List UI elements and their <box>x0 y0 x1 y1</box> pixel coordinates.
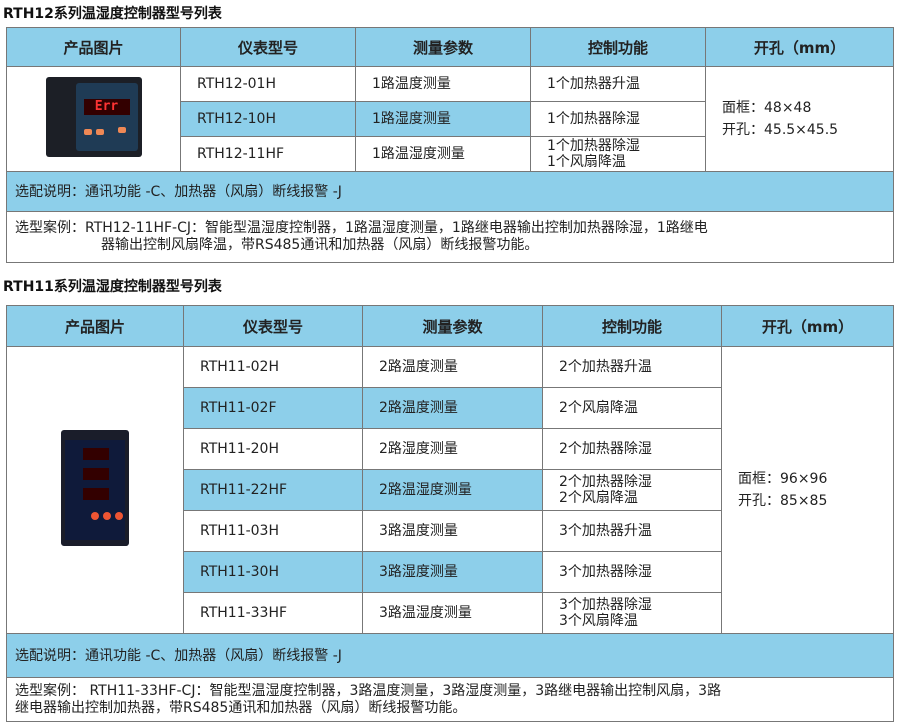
option-note: 选配说明：通讯功能 -C、加热器（风扇）断线报警 -J <box>6 171 894 212</box>
example-line: 选型案例： RTH11-33HF-CJ：智能型温湿度控制器，3路温度测量，3路湿… <box>15 682 722 699</box>
hole-size: 开孔：85×85 <box>738 493 828 509</box>
control-line: 2个风扇降温 <box>559 490 638 506</box>
table-row: RTH11-03H 3路温度测量 3个加热器升温 <box>7 510 894 552</box>
table-row: RTH11-02F 2路温度测量 2个风扇降温 <box>7 387 894 429</box>
header-product-image: 产品图片 <box>6 27 181 67</box>
control-cell: 1个加热器升温 <box>530 66 706 102</box>
measure-cell: 2路温湿度测量 <box>362 469 543 511</box>
control-cell: 2个加热器除湿 <box>542 428 722 470</box>
option-note: 选配说明：通讯功能 -C、加热器（风扇）断线报警 -J <box>6 633 894 678</box>
measure-cell: 1路温度测量 <box>355 66 531 102</box>
control-line: 3个加热器除湿 <box>559 597 652 613</box>
control-line: 1个风扇降温 <box>547 154 626 170</box>
rth12-table: 产品图片 仪表型号 测量参数 控制功能 开孔（mm） Err RTH12-01H… <box>6 27 894 263</box>
example-line: 继电器输出控制加热器，带RS485通讯和加热器（风扇）断线报警功能。 <box>15 699 467 716</box>
measure-cell: 1路湿度测量 <box>355 101 531 137</box>
cutout-cell: 面框：96×96 开孔：85×85 <box>721 346 894 634</box>
panel-size: 面框：96×96 <box>738 471 828 487</box>
control-line: 1个加热器除湿 <box>547 138 640 154</box>
model-cell: RTH11-30H <box>183 551 363 593</box>
table-row: RTH11-02H 2路温度测量 2个加热器升温 面框：96×96 开孔：85×… <box>6 346 894 634</box>
model-cell: RTH11-02H <box>183 346 363 388</box>
control-cell: 1个加热器除湿 <box>530 101 706 137</box>
table-row: RTH12-11HF 1路温湿度测量 1个加热器除湿 1个风扇降温 <box>7 136 894 172</box>
table-row: RTH12-10H 1路湿度测量 1个加热器除湿 <box>7 101 894 137</box>
hole-size: 开孔：45.5×45.5 <box>722 122 839 138</box>
measure-cell: 3路温湿度测量 <box>362 592 543 634</box>
table-row: RTH11-22HF 2路温湿度测量 2个加热器除湿 2个风扇降温 <box>7 469 894 511</box>
model-cell: RTH12-01H <box>180 66 356 102</box>
header-measure: 测量参数 <box>355 27 531 67</box>
control-cell: 1个加热器除湿 1个风扇降温 <box>530 136 706 172</box>
control-cell: 2个加热器升温 <box>542 346 722 388</box>
control-cell: 2个风扇降温 <box>542 387 722 429</box>
control-line: 2个加热器除湿 <box>559 474 652 490</box>
control-line: 3个风扇降温 <box>559 613 638 629</box>
rth11-table: 产品图片 仪表型号 测量参数 控制功能 开孔（mm） RTH11-02H 2路温… <box>6 305 894 722</box>
model-cell: RTH11-02F <box>183 387 363 429</box>
control-cell: 3个加热器除湿 <box>542 551 722 593</box>
cutout-cell: 面框：48×48 开孔：45.5×45.5 <box>705 66 894 172</box>
example-line: 器输出控制风扇降温，带RS485通讯和加热器（风扇）断线报警功能。 <box>101 237 539 253</box>
measure-cell: 3路温度测量 <box>362 510 543 552</box>
header-cutout: 开孔（mm） <box>705 27 894 67</box>
measure-cell: 1路温湿度测量 <box>355 136 531 172</box>
control-cell: 3个加热器升温 <box>542 510 722 552</box>
table-row: RTH11-33HF 3路温湿度测量 3个加热器除湿 3个风扇降温 <box>7 592 894 634</box>
control-cell: 2个加热器除湿 2个风扇降温 <box>542 469 722 511</box>
header-model: 仪表型号 <box>183 305 363 347</box>
measure-cell: 2路温度测量 <box>362 346 543 388</box>
header-model: 仪表型号 <box>180 27 356 67</box>
model-cell: RTH12-11HF <box>180 136 356 172</box>
header-product-image: 产品图片 <box>6 305 184 347</box>
model-cell: RTH11-33HF <box>183 592 363 634</box>
model-cell: RTH11-22HF <box>183 469 363 511</box>
measure-cell: 2路湿度测量 <box>362 428 543 470</box>
rth11-device-image <box>61 430 129 546</box>
table-row: Err RTH12-01H 1路温度测量 1个加热器升温 面框：48×48 开孔… <box>6 66 894 172</box>
product-image: Err <box>6 66 181 172</box>
device-display: Err <box>83 99 130 115</box>
header-cutout: 开孔（mm） <box>721 305 894 347</box>
selection-example: 选型案例：RTH12-11HF-CJ：智能型温湿度控制器，1路温湿度测量，1路继… <box>6 211 894 263</box>
product-image <box>6 346 184 634</box>
panel-size: 面框：48×48 <box>722 100 812 116</box>
header-control: 控制功能 <box>542 305 722 347</box>
header-measure: 测量参数 <box>362 305 543 347</box>
rth12-device-image: Err <box>45 77 142 157</box>
example-line: 选型案例：RTH12-11HF-CJ：智能型温湿度控制器，1路温湿度测量，1路继… <box>15 220 708 236</box>
rth11-title: RTH11系列温湿度控制器型号列表 <box>3 279 222 295</box>
measure-cell: 3路湿度测量 <box>362 551 543 593</box>
measure-cell: 2路温度测量 <box>362 387 543 429</box>
model-cell: RTH11-03H <box>183 510 363 552</box>
model-cell: RTH11-20H <box>183 428 363 470</box>
rth12-title: RTH12系列温湿度控制器型号列表 <box>3 6 222 22</box>
selection-example: 选型案例： RTH11-33HF-CJ：智能型温湿度控制器，3路温度测量，3路湿… <box>6 677 894 722</box>
model-cell: RTH12-10H <box>180 101 356 137</box>
control-cell: 3个加热器除湿 3个风扇降温 <box>542 592 722 634</box>
header-control: 控制功能 <box>530 27 706 67</box>
